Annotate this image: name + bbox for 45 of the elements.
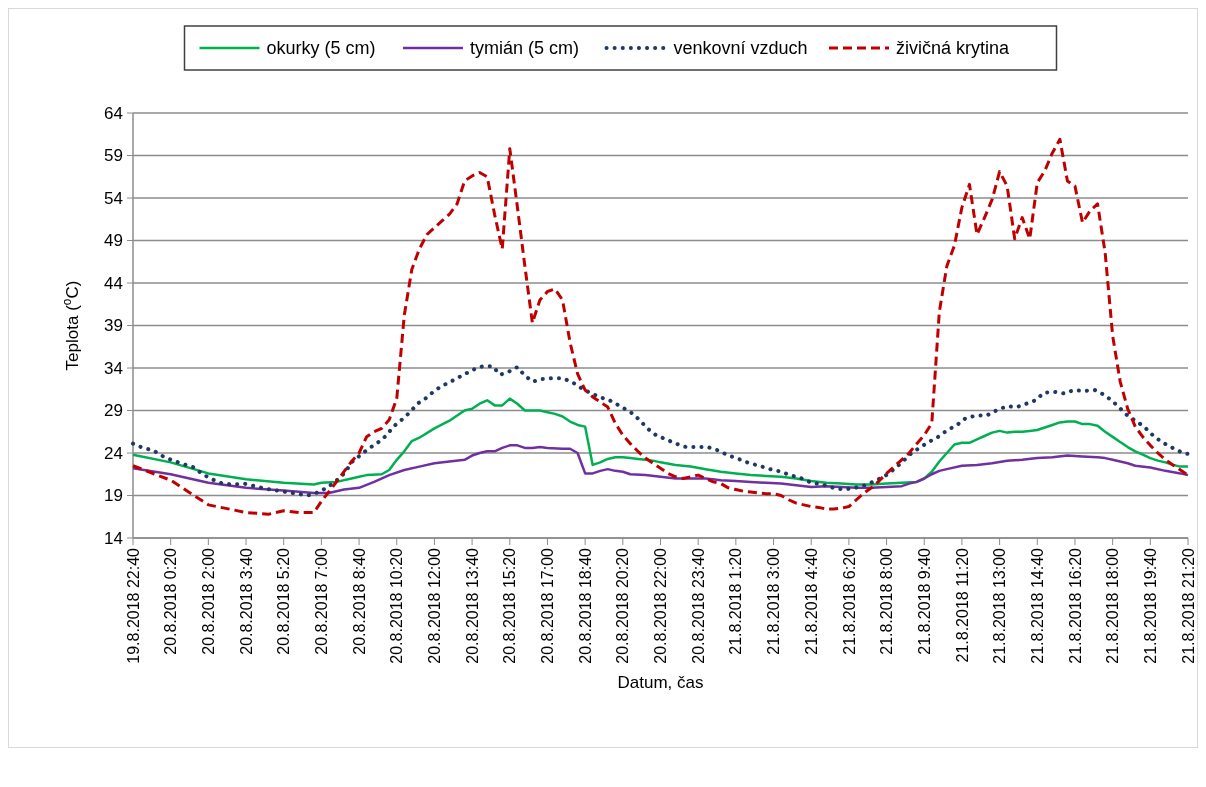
x-axis-title: Datum, čas — [617, 673, 704, 692]
x-tick-label: 21.8.2018 8:00 — [878, 547, 896, 655]
x-tick-label: 21.8.2018 19:40 — [1141, 547, 1159, 664]
x-tick-label: 21.8.2018 13:00 — [991, 547, 1009, 664]
y-tick-label: 54 — [104, 188, 123, 208]
x-tick-label: 20.8.2018 3:40 — [237, 547, 255, 655]
legend-label: okurky (5 cm) — [266, 38, 376, 59]
x-tick-label: 21.8.2018 1:20 — [727, 547, 745, 655]
y-tick-label: 44 — [104, 273, 123, 293]
x-tick-label: 20.8.2018 8:40 — [350, 547, 368, 655]
x-tick-label: 21.8.2018 11:20 — [953, 547, 971, 663]
x-tick-label: 20.8.2018 13:40 — [463, 547, 481, 664]
x-tick-label: 19.8.2018 22:40 — [124, 547, 142, 664]
x-tick-label: 20.8.2018 10:20 — [388, 547, 406, 664]
x-tick-label: 21.8.2018 16:20 — [1066, 547, 1084, 664]
legend-label: tymián (5 cm) — [470, 38, 580, 59]
y-tick-label: 49 — [104, 231, 123, 251]
x-tick-label: 20.8.2018 0:20 — [162, 547, 180, 655]
y-tick-label: 29 — [104, 401, 123, 421]
x-tick-label: 20.8.2018 23:40 — [689, 547, 707, 664]
x-tick-label: 21.8.2018 3:00 — [765, 547, 783, 655]
x-tick-label: 20.8.2018 7:00 — [312, 547, 330, 655]
y-tick-label: 64 — [104, 103, 123, 123]
legend-label: živičná krytina — [896, 38, 1011, 59]
x-tick-label: 21.8.2018 6:20 — [840, 547, 858, 655]
y-tick-label: 34 — [104, 358, 123, 378]
x-tick-label: 21.8.2018 4:40 — [802, 547, 820, 655]
y-tick-label: 59 — [104, 146, 123, 166]
x-tick-label: 20.8.2018 18:40 — [576, 547, 594, 664]
x-tick-label: 21.8.2018 9:40 — [915, 547, 933, 655]
y-tick-label: 19 — [104, 486, 123, 506]
x-tick-label: 20.8.2018 2:00 — [199, 547, 217, 655]
y-tick-label: 14 — [104, 528, 123, 548]
x-tick-label: 21.8.2018 14:40 — [1028, 547, 1046, 664]
x-tick-label: 21.8.2018 18:00 — [1104, 547, 1122, 664]
y-tick-label: 39 — [104, 316, 123, 336]
x-tick-label: 20.8.2018 12:00 — [426, 547, 444, 664]
x-tick-label: 20.8.2018 17:00 — [539, 547, 557, 664]
x-tick-label: 20.8.2018 22:00 — [652, 547, 670, 664]
x-tick-label: 20.8.2018 20:20 — [614, 547, 632, 664]
legend-label: venkovní vzduch — [673, 38, 808, 59]
x-tick-label: 21.8.2018 21:20 — [1179, 547, 1197, 664]
x-tick-label: 20.8.2018 15:20 — [501, 547, 519, 664]
y-tick-label: 24 — [104, 443, 123, 463]
x-tick-label: 20.8.2018 5:20 — [275, 547, 293, 655]
